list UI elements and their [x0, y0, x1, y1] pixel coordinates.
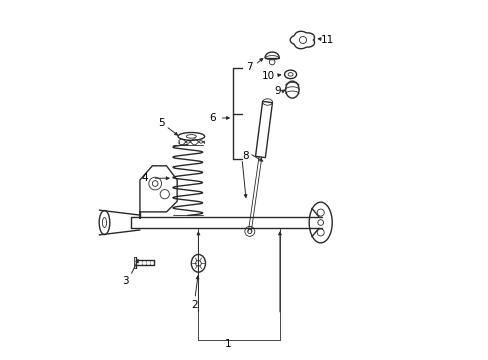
Text: 8: 8 — [242, 151, 248, 161]
Text: 5: 5 — [158, 118, 164, 128]
Text: 1: 1 — [225, 339, 231, 349]
Text: 4: 4 — [141, 173, 147, 183]
Text: 7: 7 — [246, 62, 253, 72]
Text: 11: 11 — [321, 35, 334, 45]
Text: 2: 2 — [191, 300, 198, 310]
Text: 3: 3 — [122, 276, 129, 286]
Text: 10: 10 — [261, 71, 274, 81]
Text: 6: 6 — [209, 113, 216, 123]
Text: 9: 9 — [274, 86, 281, 96]
